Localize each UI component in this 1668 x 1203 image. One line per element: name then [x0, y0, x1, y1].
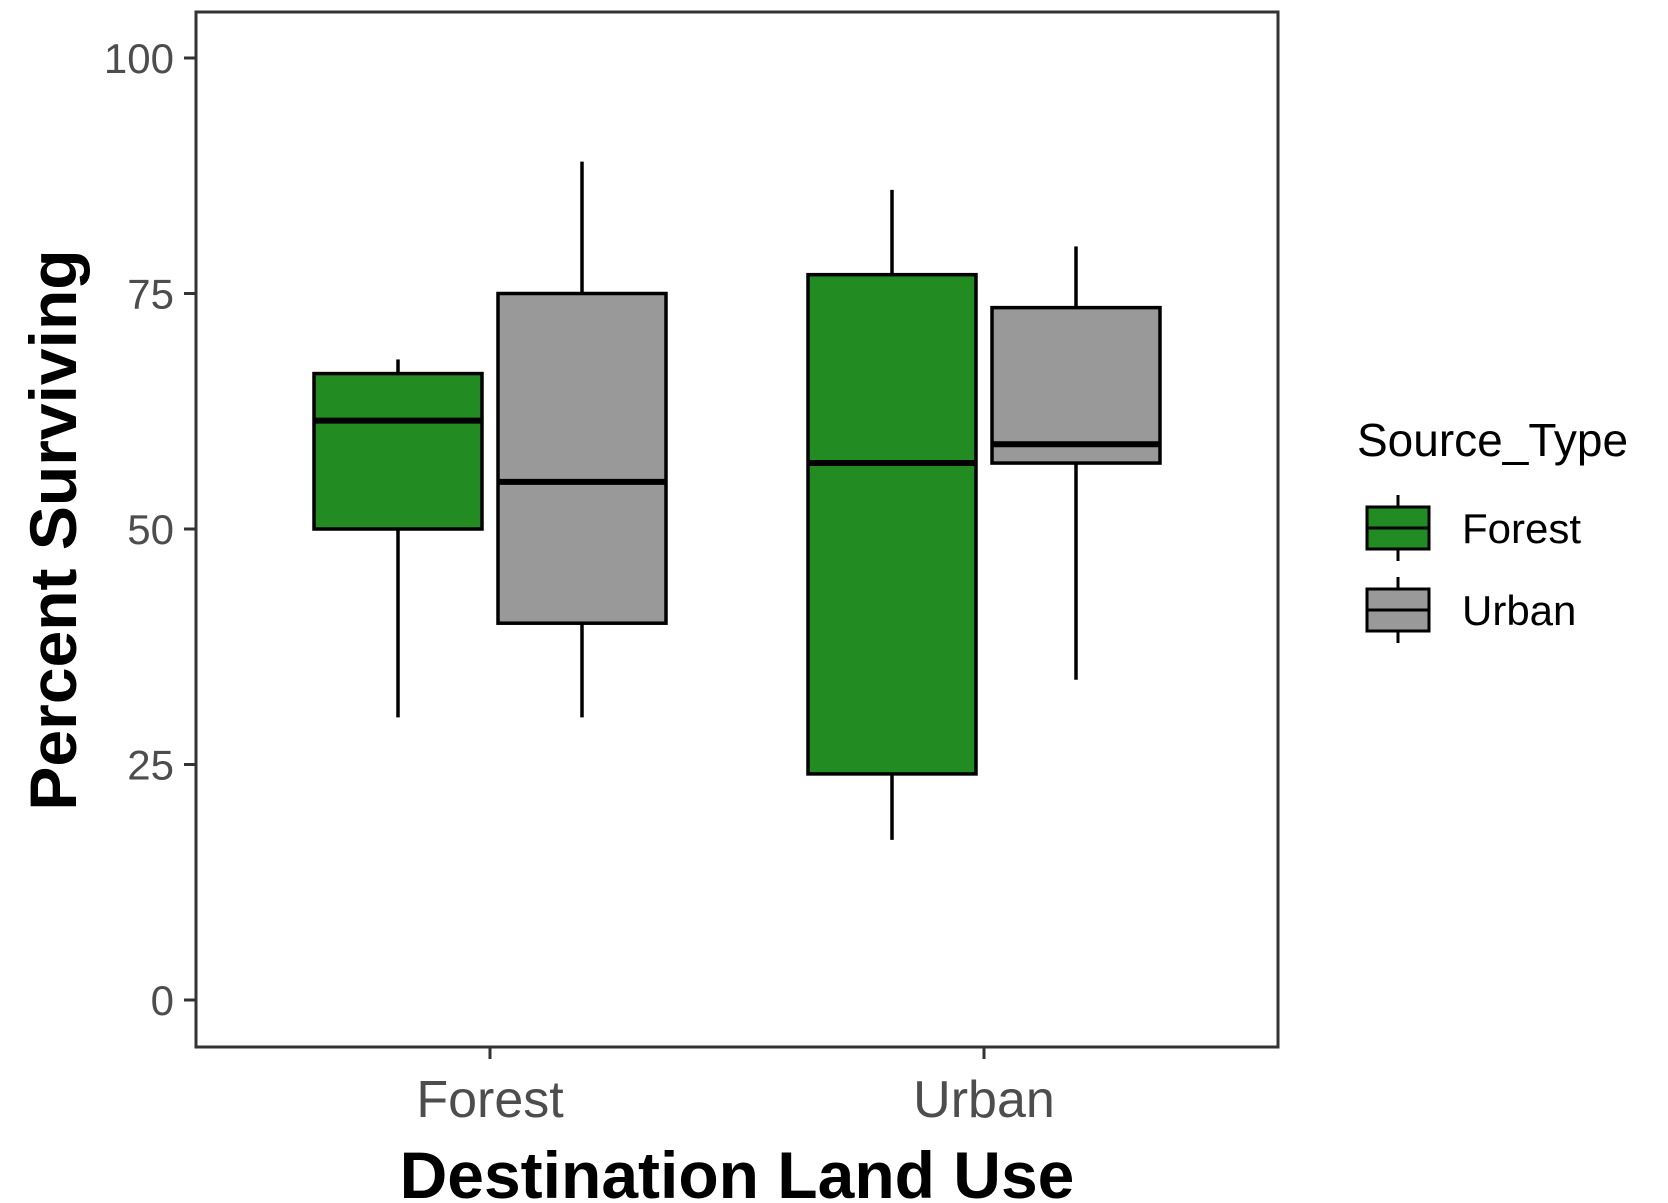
y-tick-label: 75 [127, 271, 174, 318]
legend: Source_Type Forest Urban [1357, 414, 1628, 643]
legend-title: Source_Type [1357, 414, 1628, 466]
iqr-box [496, 291, 668, 625]
legend-item-urban: Urban [1365, 577, 1576, 643]
box-forest-at-urban [806, 189, 978, 840]
y-tick-label: 25 [127, 742, 174, 789]
iqr-box [990, 305, 1162, 465]
y-tick-label: 50 [127, 506, 174, 553]
iqr-box [806, 272, 978, 776]
legend-item-forest: Forest [1365, 495, 1581, 561]
iqr-box [312, 371, 484, 531]
y-tick-label: 100 [104, 35, 174, 82]
x-axis-title: Destination Land Use [400, 1138, 1075, 1203]
x-tick-label: Forest [416, 1071, 564, 1129]
box-urban-at-urban [990, 246, 1162, 680]
y-axis: 0 25 50 75 100 [104, 35, 196, 1024]
y-axis-title: Percent Surviving [16, 249, 90, 810]
legend-label: Forest [1462, 505, 1581, 552]
box-urban-at-forest [496, 161, 668, 718]
boxes-layer [312, 161, 1162, 840]
x-tick-label: Urban [913, 1071, 1055, 1129]
y-tick-label: 0 [151, 977, 174, 1024]
x-axis: Forest Urban [416, 1047, 1055, 1129]
legend-label: Urban [1462, 587, 1576, 634]
box-forest-at-forest [312, 359, 484, 718]
